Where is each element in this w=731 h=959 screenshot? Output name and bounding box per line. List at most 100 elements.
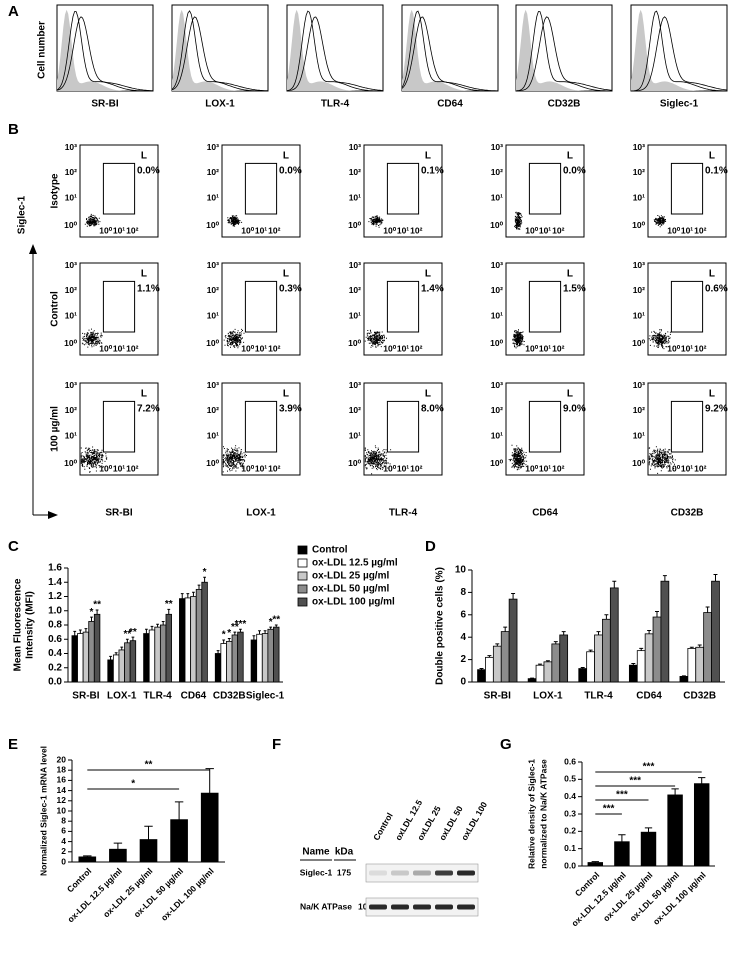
x-tick-label: 10⁰ <box>667 343 680 353</box>
y-tick-label: 12 <box>57 795 67 805</box>
gate <box>528 400 562 453</box>
isotype-histogram <box>516 9 612 91</box>
error-bar <box>144 825 153 840</box>
significance-label: * <box>222 630 226 641</box>
x-tick-label: SR-BI <box>72 691 99 702</box>
lane-label: Control <box>371 811 395 842</box>
bar <box>614 841 630 867</box>
gate <box>528 162 562 215</box>
x-tick-label: 10¹ <box>397 343 409 353</box>
y-tick-label: 0.6 <box>564 756 576 766</box>
x-tick-label: Control <box>65 866 93 894</box>
y-axis-label: Siglec-1 <box>17 195 28 234</box>
bar <box>640 831 657 867</box>
blot-band <box>369 870 387 876</box>
error-bar <box>145 628 148 634</box>
y-axis-label: Relative density of Siglec-1 <box>526 759 536 869</box>
marker-label: SR-BI <box>91 99 118 110</box>
error-bar <box>131 636 135 641</box>
gate-label: L <box>709 151 715 162</box>
y-tick-label: 10³ <box>633 380 645 390</box>
column-header: kDa <box>335 847 354 858</box>
bar <box>273 626 280 683</box>
y-tick-label: 10¹ <box>491 431 503 441</box>
y-tick-label: 10² <box>349 405 361 415</box>
gate-label: L <box>425 151 431 162</box>
x-tick-label: 10¹ <box>681 463 693 473</box>
y-axis-label: Intensity (MFI) <box>25 591 36 659</box>
plot-frame <box>79 382 159 476</box>
marker-label: Siglec-1 <box>660 99 699 110</box>
bar <box>77 633 84 683</box>
x-tick-label: 10¹ <box>681 343 693 353</box>
y-tick-label: 10⁰ <box>632 220 645 230</box>
arrowhead <box>48 511 58 519</box>
y-tick-label: 4 <box>460 632 466 643</box>
y-tick-label: 1.6 <box>48 563 62 574</box>
gate-percentage: 0.1% <box>421 165 444 176</box>
y-tick-label: 0 <box>460 677 466 688</box>
gate-percentage: 9.2% <box>705 403 728 414</box>
column-label: CD64 <box>532 508 558 519</box>
plot-frame <box>647 382 727 476</box>
bar <box>543 661 553 683</box>
significance-label: ** <box>129 627 137 638</box>
gate-percentage: 0.0% <box>279 165 302 176</box>
isotype-histogram <box>57 9 153 91</box>
control-histogram <box>631 10 727 92</box>
row-kda: 175 <box>337 867 351 877</box>
bar <box>200 792 219 863</box>
legend-swatch <box>297 597 308 607</box>
y-tick-label: 10⁰ <box>206 220 219 230</box>
y-tick-label: 8 <box>460 587 466 598</box>
bar <box>500 631 510 683</box>
y-tick-label: 10² <box>65 285 77 295</box>
gate <box>386 162 420 215</box>
x-tick-label: 10² <box>268 225 280 235</box>
bar <box>184 597 192 683</box>
error-bar <box>78 629 82 634</box>
y-tick-label: 10⁰ <box>490 338 503 348</box>
error-bar <box>511 593 516 600</box>
gate-percentage: 1.5% <box>563 283 586 294</box>
gate-label: L <box>709 269 715 280</box>
bar <box>256 633 263 683</box>
y-tick-label: 10¹ <box>207 193 219 203</box>
significance-label: ** <box>231 622 239 633</box>
bar <box>267 628 274 683</box>
x-tick-label: 10⁰ <box>241 463 254 473</box>
y-tick-label: 10⁰ <box>632 338 645 348</box>
bar <box>687 648 697 683</box>
row-label: Isotype <box>50 173 61 208</box>
error-bar <box>662 575 667 582</box>
y-tick-label: 0.0 <box>564 860 576 870</box>
gate-label: L <box>709 389 715 400</box>
y-axis-label: normalized to Na/K ATPase <box>538 759 548 869</box>
blot-band <box>457 904 475 910</box>
gate-percentage: 0.3% <box>279 283 302 294</box>
bar <box>693 783 710 867</box>
x-tick-label: 10² <box>410 225 422 235</box>
gate <box>102 162 136 215</box>
bar <box>109 848 127 863</box>
x-tick-label: 10¹ <box>255 225 267 235</box>
x-tick-label: Siglec-1 <box>246 691 285 702</box>
x-tick-label: 10² <box>126 225 138 235</box>
x-tick-label: 10¹ <box>539 225 551 235</box>
bar <box>250 639 258 683</box>
y-tick-label: 1.4 <box>48 577 62 588</box>
x-tick-label: 10⁰ <box>525 225 538 235</box>
treated-histogram <box>515 16 613 92</box>
x-tick-label: 10¹ <box>255 343 267 353</box>
y-tick-label: 10³ <box>633 142 645 152</box>
y-tick-label: 10⁰ <box>490 458 503 468</box>
plot-frame <box>221 382 301 476</box>
y-tick-label: 0.3 <box>564 808 576 818</box>
bar <box>214 653 222 683</box>
y-tick-label: 10¹ <box>633 311 645 321</box>
blot-band <box>413 904 431 910</box>
y-axis-label: Normalized Siglec-1 mRNA level <box>38 746 48 876</box>
bar <box>609 587 619 683</box>
control-histogram <box>286 10 384 92</box>
isotype-histogram <box>402 9 498 91</box>
